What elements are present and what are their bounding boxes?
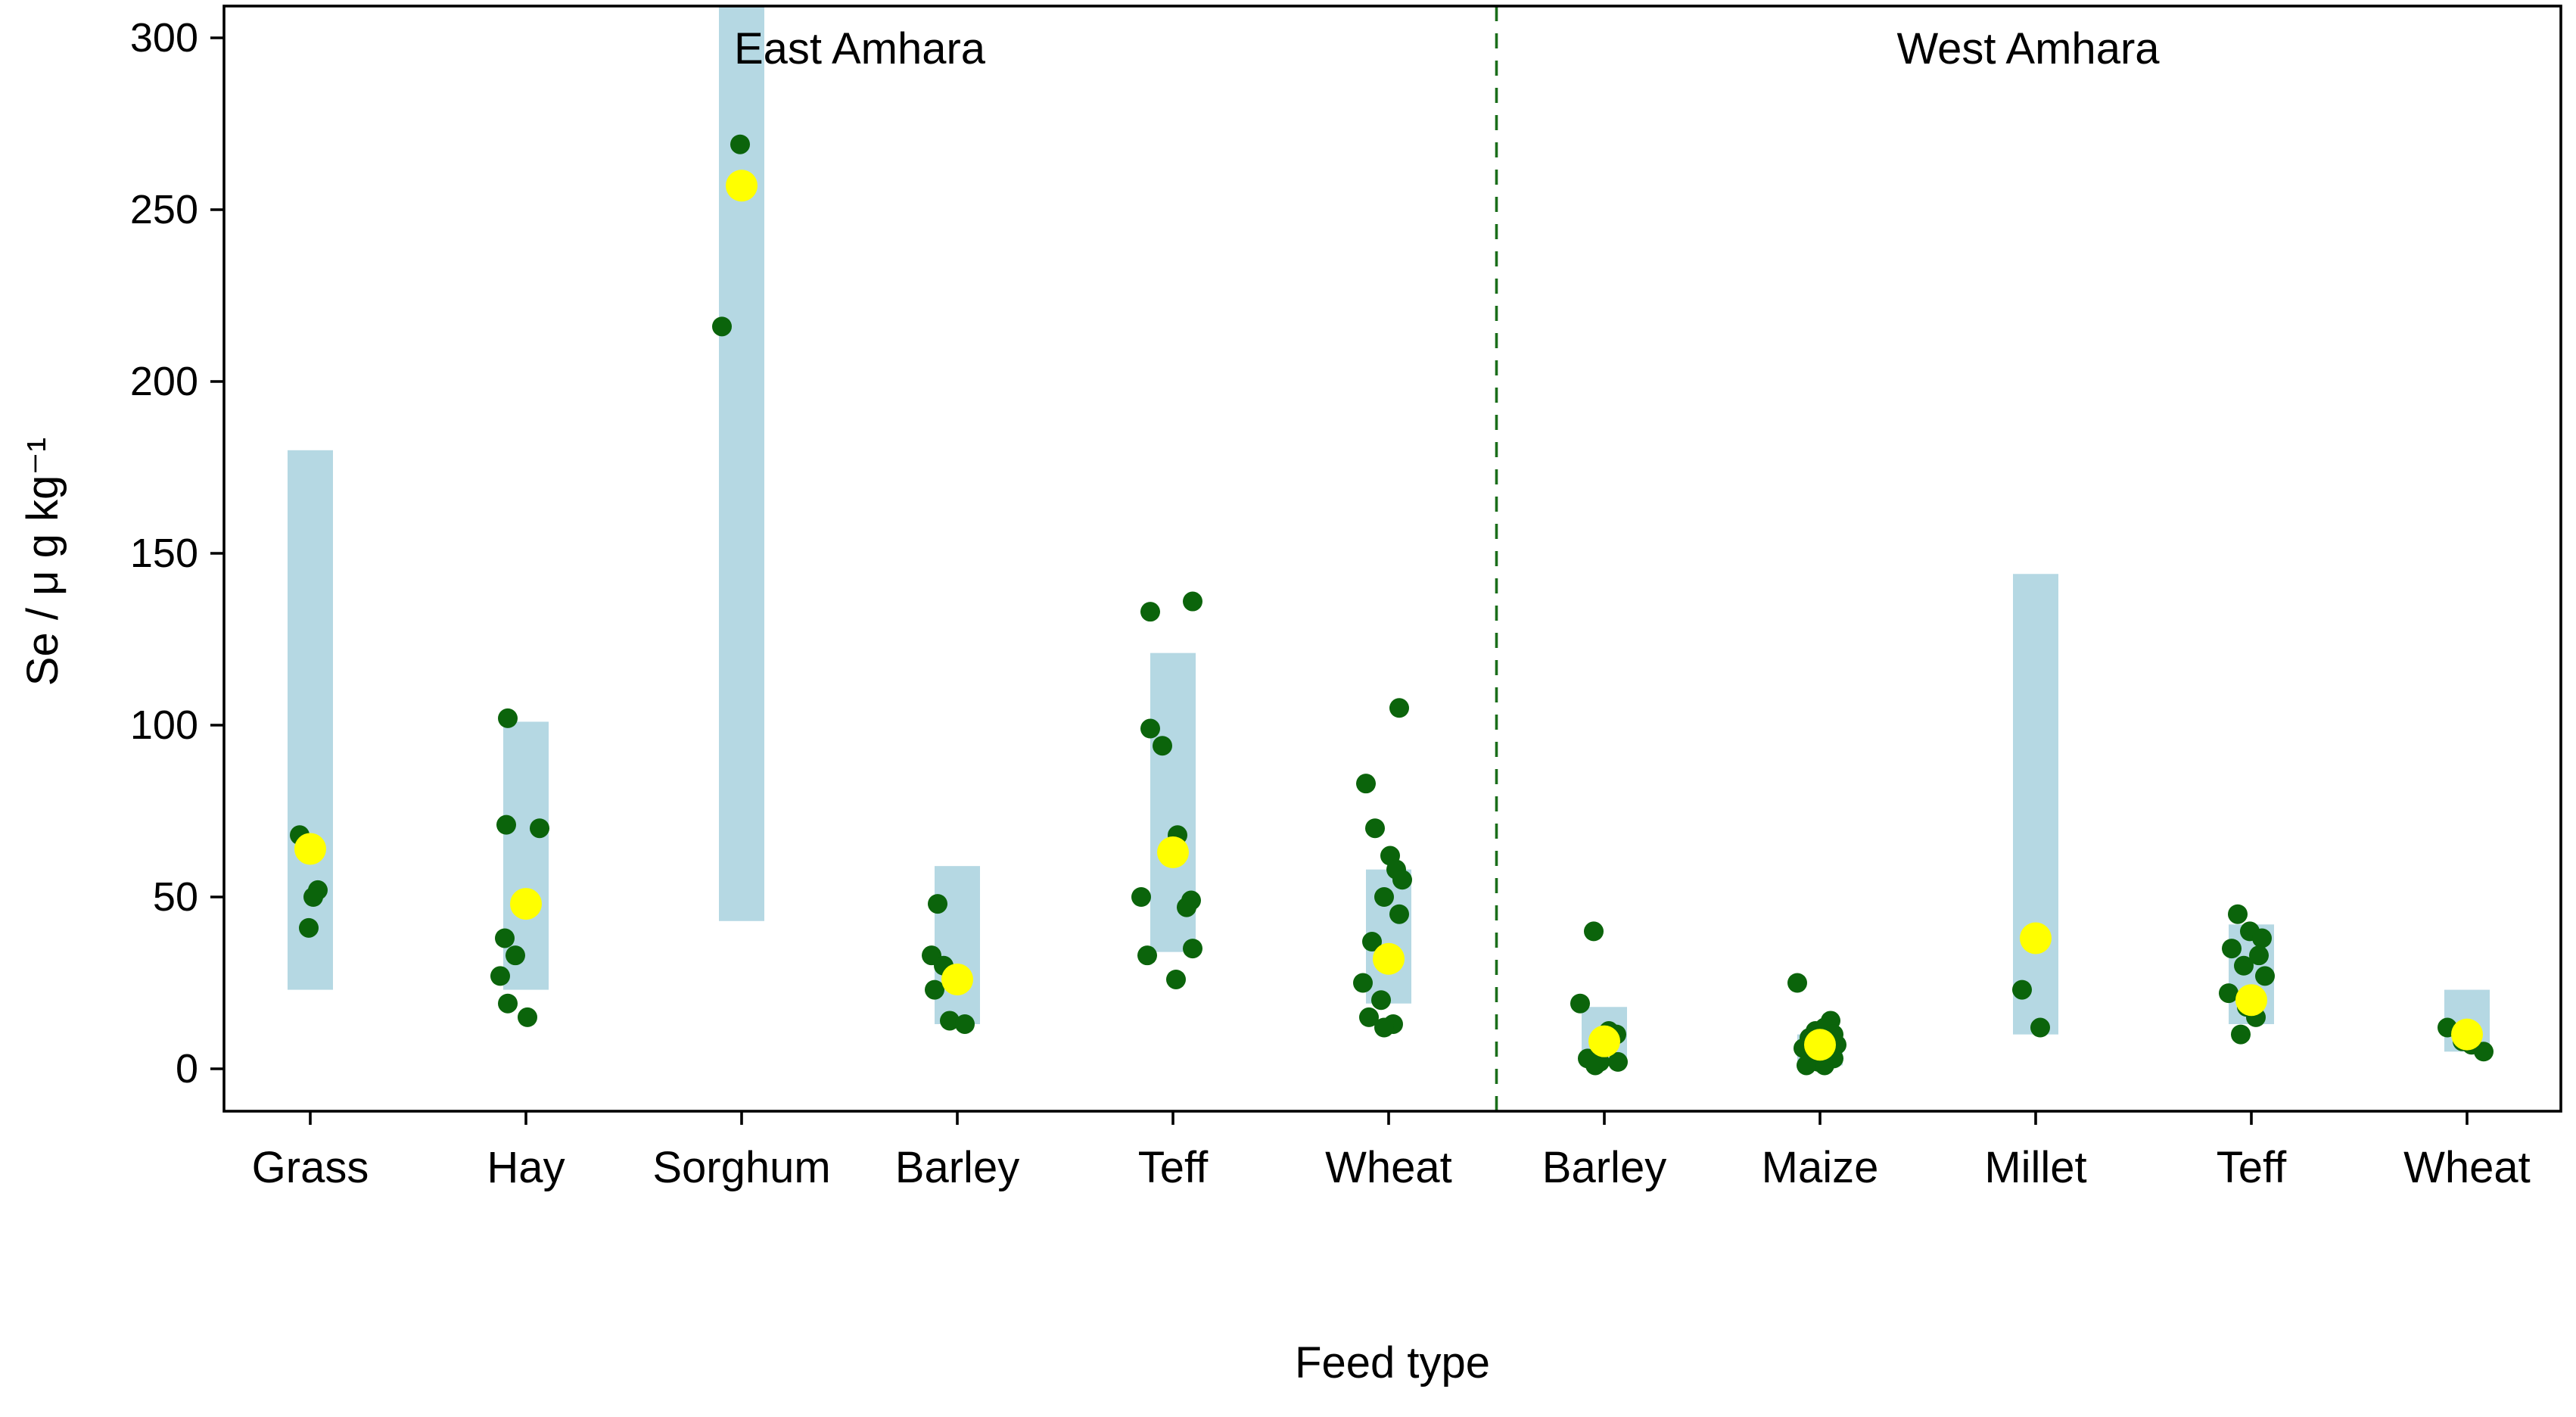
plot-frame — [222, 5, 2562, 1113]
sample-point — [496, 814, 516, 835]
x-tick-label: Teff — [2217, 1143, 2287, 1192]
sample-point — [1570, 993, 1590, 1014]
sample-point — [506, 945, 525, 966]
y-tick-label: 200 — [130, 359, 198, 404]
x-axis-title: Feed type — [1295, 1338, 1490, 1387]
sample-point — [1797, 1055, 1816, 1076]
sample-point — [1392, 870, 1412, 890]
sample-point — [1166, 969, 1186, 989]
sample-point — [1140, 602, 1160, 622]
sample-point — [1131, 887, 1151, 907]
sample-point — [940, 1011, 960, 1031]
sample-point — [730, 134, 750, 154]
sample-point — [498, 993, 518, 1014]
x-tick-label: Hay — [487, 1143, 565, 1192]
y-tick-label: 300 — [130, 15, 198, 61]
sample-point — [2219, 983, 2238, 1004]
sample-point — [1371, 990, 1391, 1011]
sample-point — [2255, 966, 2275, 986]
x-tick-label: Grass — [252, 1143, 369, 1192]
x-tick-label: Sorghum — [652, 1143, 830, 1192]
mean-point — [510, 888, 542, 920]
sample-point — [1389, 698, 1409, 718]
mean-point — [2235, 984, 2267, 1017]
sample-point — [1787, 973, 1807, 993]
sample-point — [303, 887, 323, 907]
range-bar — [2013, 574, 2058, 1035]
region-label-east: East Amhara — [734, 24, 986, 73]
sample-point — [1584, 921, 1604, 942]
sample-point — [2231, 1024, 2251, 1045]
sample-point — [955, 1014, 975, 1034]
mean-point — [294, 833, 326, 865]
sample-point — [2012, 979, 2032, 1000]
sample-point — [1140, 718, 1160, 739]
sample-point — [2030, 1017, 2050, 1038]
range-bar — [288, 450, 333, 990]
range-bar — [935, 866, 980, 1024]
mean-point — [2020, 922, 2052, 955]
sample-point — [1359, 1007, 1379, 1027]
sample-point — [1365, 818, 1385, 839]
sample-point — [1374, 1017, 1394, 1038]
range-bar — [719, 6, 764, 921]
sample-point — [1353, 973, 1373, 993]
x-tick-label: Maize — [1762, 1143, 1879, 1192]
x-tick-label: Millet — [1984, 1143, 2086, 1192]
x-tick-label: Barley — [1542, 1143, 1666, 1192]
sample-point — [1183, 939, 1202, 959]
x-tick-label: Teff — [1138, 1143, 1209, 1192]
sample-point — [1137, 945, 1157, 966]
sample-point — [299, 917, 319, 938]
sample-point — [1374, 887, 1394, 907]
sample-point — [1153, 736, 1172, 756]
y-tick-label: 250 — [130, 187, 198, 232]
x-tick-label: Wheat — [2403, 1143, 2531, 1192]
sample-point — [925, 979, 944, 1000]
x-tick-label: Wheat — [1325, 1143, 1452, 1192]
sample-point — [2222, 939, 2242, 959]
y-tick-label: 100 — [130, 702, 198, 748]
sample-point — [2252, 928, 2272, 948]
y-tick-label: 50 — [153, 874, 198, 920]
sample-point — [2249, 945, 2269, 966]
region-label-west: West Amhara — [1896, 24, 2160, 73]
sample-point — [530, 818, 549, 839]
sample-point — [1389, 904, 1409, 924]
mean-point — [726, 170, 758, 202]
sample-point — [2474, 1042, 2494, 1062]
sample-point — [495, 928, 515, 948]
sample-point — [1177, 897, 1196, 917]
sample-point — [712, 316, 732, 337]
sample-point — [2234, 955, 2254, 976]
mean-point — [1804, 1029, 1836, 1061]
sample-point — [498, 708, 518, 728]
mean-point — [1588, 1025, 1620, 1057]
sample-point — [928, 894, 947, 914]
y-tick-label: 150 — [130, 531, 198, 576]
x-tick-label: Barley — [895, 1143, 1019, 1192]
sample-point — [1608, 1051, 1628, 1072]
sample-point — [2228, 904, 2248, 924]
mean-point — [941, 963, 973, 995]
sample-point — [1183, 591, 1202, 612]
sample-point — [518, 1007, 537, 1027]
range-bars — [288, 6, 2490, 1066]
mean-point — [1157, 836, 1189, 868]
mean-point — [2451, 1018, 2483, 1051]
sample-point — [490, 966, 510, 986]
sample-point — [1356, 774, 1376, 794]
plot-area: 0 50 100 150 200 250 300 Grass Hay Sorghum Barley T… — [130, 5, 2562, 1192]
mean-point — [1373, 942, 1405, 975]
sample-point — [1362, 932, 1382, 952]
sample-point — [1585, 1055, 1605, 1076]
y-axis-title: Se / μ g kg⁻¹ — [18, 438, 67, 686]
y-tick-label: 0 — [176, 1046, 198, 1092]
